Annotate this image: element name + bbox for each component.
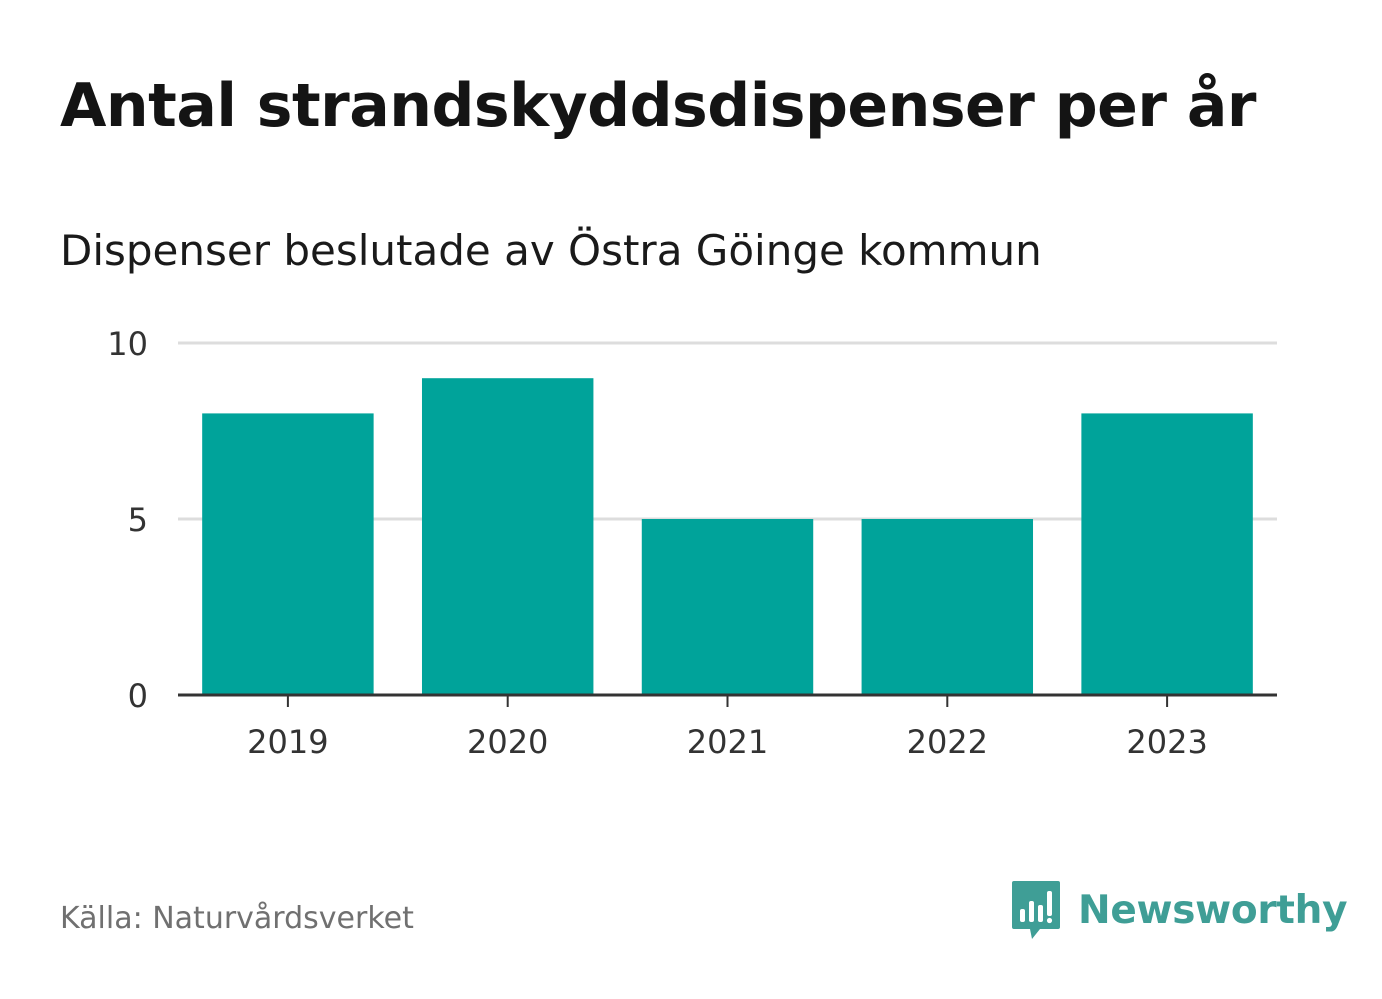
chart-title: Antal strandskyddsdispenser per år bbox=[60, 71, 1256, 141]
x-tick-label: 2019 bbox=[247, 723, 328, 761]
bar-2020 bbox=[421, 378, 594, 695]
x-tick-label: 2020 bbox=[467, 723, 548, 761]
y-tick-label: 0 bbox=[128, 677, 148, 715]
y-tick-label: 10 bbox=[107, 325, 148, 363]
y-tick-label: 5 bbox=[128, 501, 148, 539]
brand: Newsworthy bbox=[1010, 878, 1348, 942]
bars bbox=[202, 378, 1253, 695]
brand-name: Newsworthy bbox=[1078, 887, 1348, 933]
newsworthy-logo-icon bbox=[1012, 881, 1060, 939]
bar-2023 bbox=[1081, 413, 1253, 695]
bar-2021 bbox=[641, 519, 814, 695]
source-note: Källa: Naturvårdsverket bbox=[60, 901, 414, 936]
chart-subtitle: Dispenser beslutade av Östra Göinge komm… bbox=[60, 226, 1042, 275]
x-tick-label: 2021 bbox=[687, 723, 768, 761]
x-tick-label: 2022 bbox=[907, 723, 988, 761]
axes: 0 5 10 2019 2020 2021 2022 2023 bbox=[107, 325, 1277, 761]
bar-2022 bbox=[861, 519, 1034, 695]
x-tick-label: 2023 bbox=[1126, 723, 1207, 761]
bar-2019 bbox=[202, 413, 374, 695]
